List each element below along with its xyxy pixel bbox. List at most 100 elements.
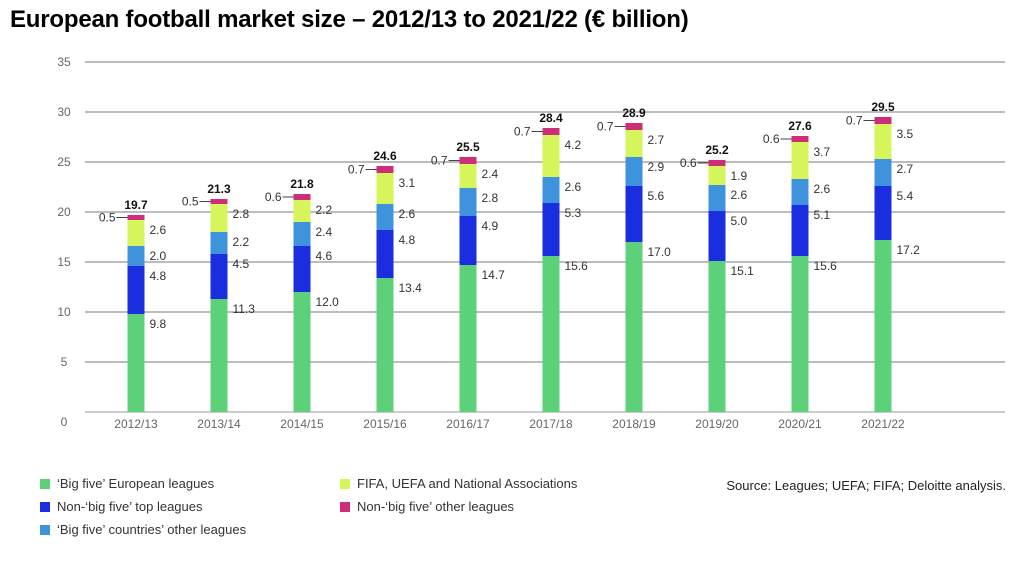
bar-segment [542, 256, 560, 412]
bar-segment [293, 246, 311, 292]
data-label: 0.7 [597, 120, 614, 134]
bar-segment [791, 205, 809, 256]
y-tick-label: 5 [61, 355, 68, 369]
data-label: 4.6 [316, 249, 333, 263]
y-tick-label: 10 [57, 305, 71, 319]
data-label: 2.4 [316, 225, 333, 239]
data-label: 5.6 [648, 189, 665, 203]
bar-segment [459, 216, 477, 265]
data-label: 1.9 [731, 169, 748, 183]
total-label: 25.2 [705, 143, 729, 157]
data-label: 4.2 [565, 138, 582, 152]
legend-item-big-five-countries-other: ‘Big five’ countries’ other leagues [40, 522, 246, 537]
x-tick-label: 2012/13 [114, 417, 158, 431]
x-tick-label: 2020/21 [778, 417, 822, 431]
data-label: 9.8 [150, 317, 167, 331]
bar-segment [791, 136, 809, 142]
x-tick-label: 2018/19 [612, 417, 656, 431]
data-label: 4.5 [233, 257, 250, 271]
stacked-bar-chart: 0 5 10 15 20 25 30 35 9.8 4.8 2.0 2.6 0.5 19.7 11.3 4.… [57, 55, 1005, 431]
data-label: 3.1 [399, 176, 416, 190]
data-label: 2.7 [648, 133, 665, 147]
bar-segment [210, 204, 228, 232]
data-label: 2.9 [648, 160, 665, 174]
bar-segment [625, 157, 643, 186]
data-label: 17.2 [897, 243, 921, 257]
data-label: 5.3 [565, 206, 582, 220]
bar-segment [127, 246, 145, 266]
data-label: 0.7 [348, 163, 365, 177]
data-label: 0.6 [680, 156, 697, 170]
data-label: 12.0 [316, 295, 340, 309]
data-label: 11.3 [233, 302, 256, 316]
y-tick-label: 20 [57, 205, 71, 219]
bar-segment [293, 194, 311, 200]
data-label: 0.6 [265, 190, 282, 204]
legend-label: Non-‘big five’ top leagues [57, 499, 203, 514]
data-label: 4.8 [399, 233, 416, 247]
legend-swatch [40, 524, 50, 535]
data-label: 13.4 [399, 281, 423, 295]
bar-segment [708, 160, 726, 166]
x-tick-label: 2015/16 [363, 417, 407, 431]
y-tick-label: 25 [57, 155, 71, 169]
data-label: 0.7 [846, 114, 863, 128]
data-label: 2.0 [150, 249, 167, 263]
data-label: 17.0 [648, 245, 672, 259]
legend-swatch [40, 478, 50, 489]
bar-segment [210, 299, 228, 412]
data-label: 15.1 [731, 264, 755, 278]
bar-segment [791, 256, 809, 412]
bar-segment [542, 177, 560, 203]
x-tick-label: 2014/15 [280, 417, 324, 431]
data-label: 5.4 [897, 189, 914, 203]
bar-segment [542, 128, 560, 135]
legend: ‘Big five’ European leagues FIFA, UEFA a… [40, 476, 640, 546]
data-label: 2.6 [150, 223, 167, 237]
bar-segment [874, 117, 892, 124]
bar-segment [376, 173, 394, 204]
legend-label: Non-‘big five’ other leagues [357, 499, 515, 514]
y-axis-ticks: 0 5 10 15 20 25 30 35 [57, 55, 71, 429]
y-tick-label: 0 [61, 415, 68, 429]
bar-segment [542, 203, 560, 256]
data-label: 0.5 [182, 195, 199, 209]
data-label: 15.6 [814, 259, 838, 273]
bar-segment [210, 199, 228, 204]
data-label: 3.5 [897, 127, 914, 141]
data-label: 4.9 [482, 219, 499, 233]
legend-item-non-big-five-top: Non-‘big five’ top leagues [40, 499, 203, 514]
bar-segment [625, 186, 643, 242]
legend-swatch [340, 501, 350, 512]
total-label: 27.6 [788, 119, 812, 133]
bar-segment [127, 314, 145, 412]
bar-segment [459, 157, 477, 164]
data-label: 2.6 [814, 182, 831, 196]
data-label: 2.6 [731, 188, 748, 202]
x-tick-label: 2016/17 [446, 417, 490, 431]
bar-segment [542, 135, 560, 177]
x-axis-ticks: 2012/13 2013/14 2014/15 2015/16 2016/17 2017/… [114, 417, 905, 431]
data-label: 2.2 [316, 203, 333, 217]
bar-segment [874, 159, 892, 186]
bar-segment [791, 142, 809, 179]
total-label: 21.8 [290, 177, 314, 191]
data-label: 15.6 [565, 259, 589, 273]
data-label: 2.4 [482, 167, 499, 181]
bar-segment [708, 261, 726, 412]
data-label: 2.6 [565, 180, 582, 194]
bar-segment [625, 130, 643, 157]
x-tick-label: 2021/22 [861, 417, 905, 431]
data-labels: 9.8 4.8 2.0 2.6 0.5 19.7 11.3 4.5 2.2 2.8 0.5 21.3 1… [99, 100, 920, 331]
legend-label: ‘Big five’ countries’ other leagues [57, 522, 247, 537]
total-label: 21.3 [207, 182, 231, 196]
legend-label: FIFA, UEFA and National Associations [357, 476, 578, 491]
bar-segment [874, 186, 892, 240]
bar-segment [625, 242, 643, 412]
bar-segment [459, 265, 477, 412]
bar-segment [376, 230, 394, 278]
data-label: 0.7 [514, 125, 531, 139]
bar-segment [708, 166, 726, 185]
data-label: 5.0 [731, 214, 748, 228]
data-label: 2.2 [233, 235, 250, 249]
